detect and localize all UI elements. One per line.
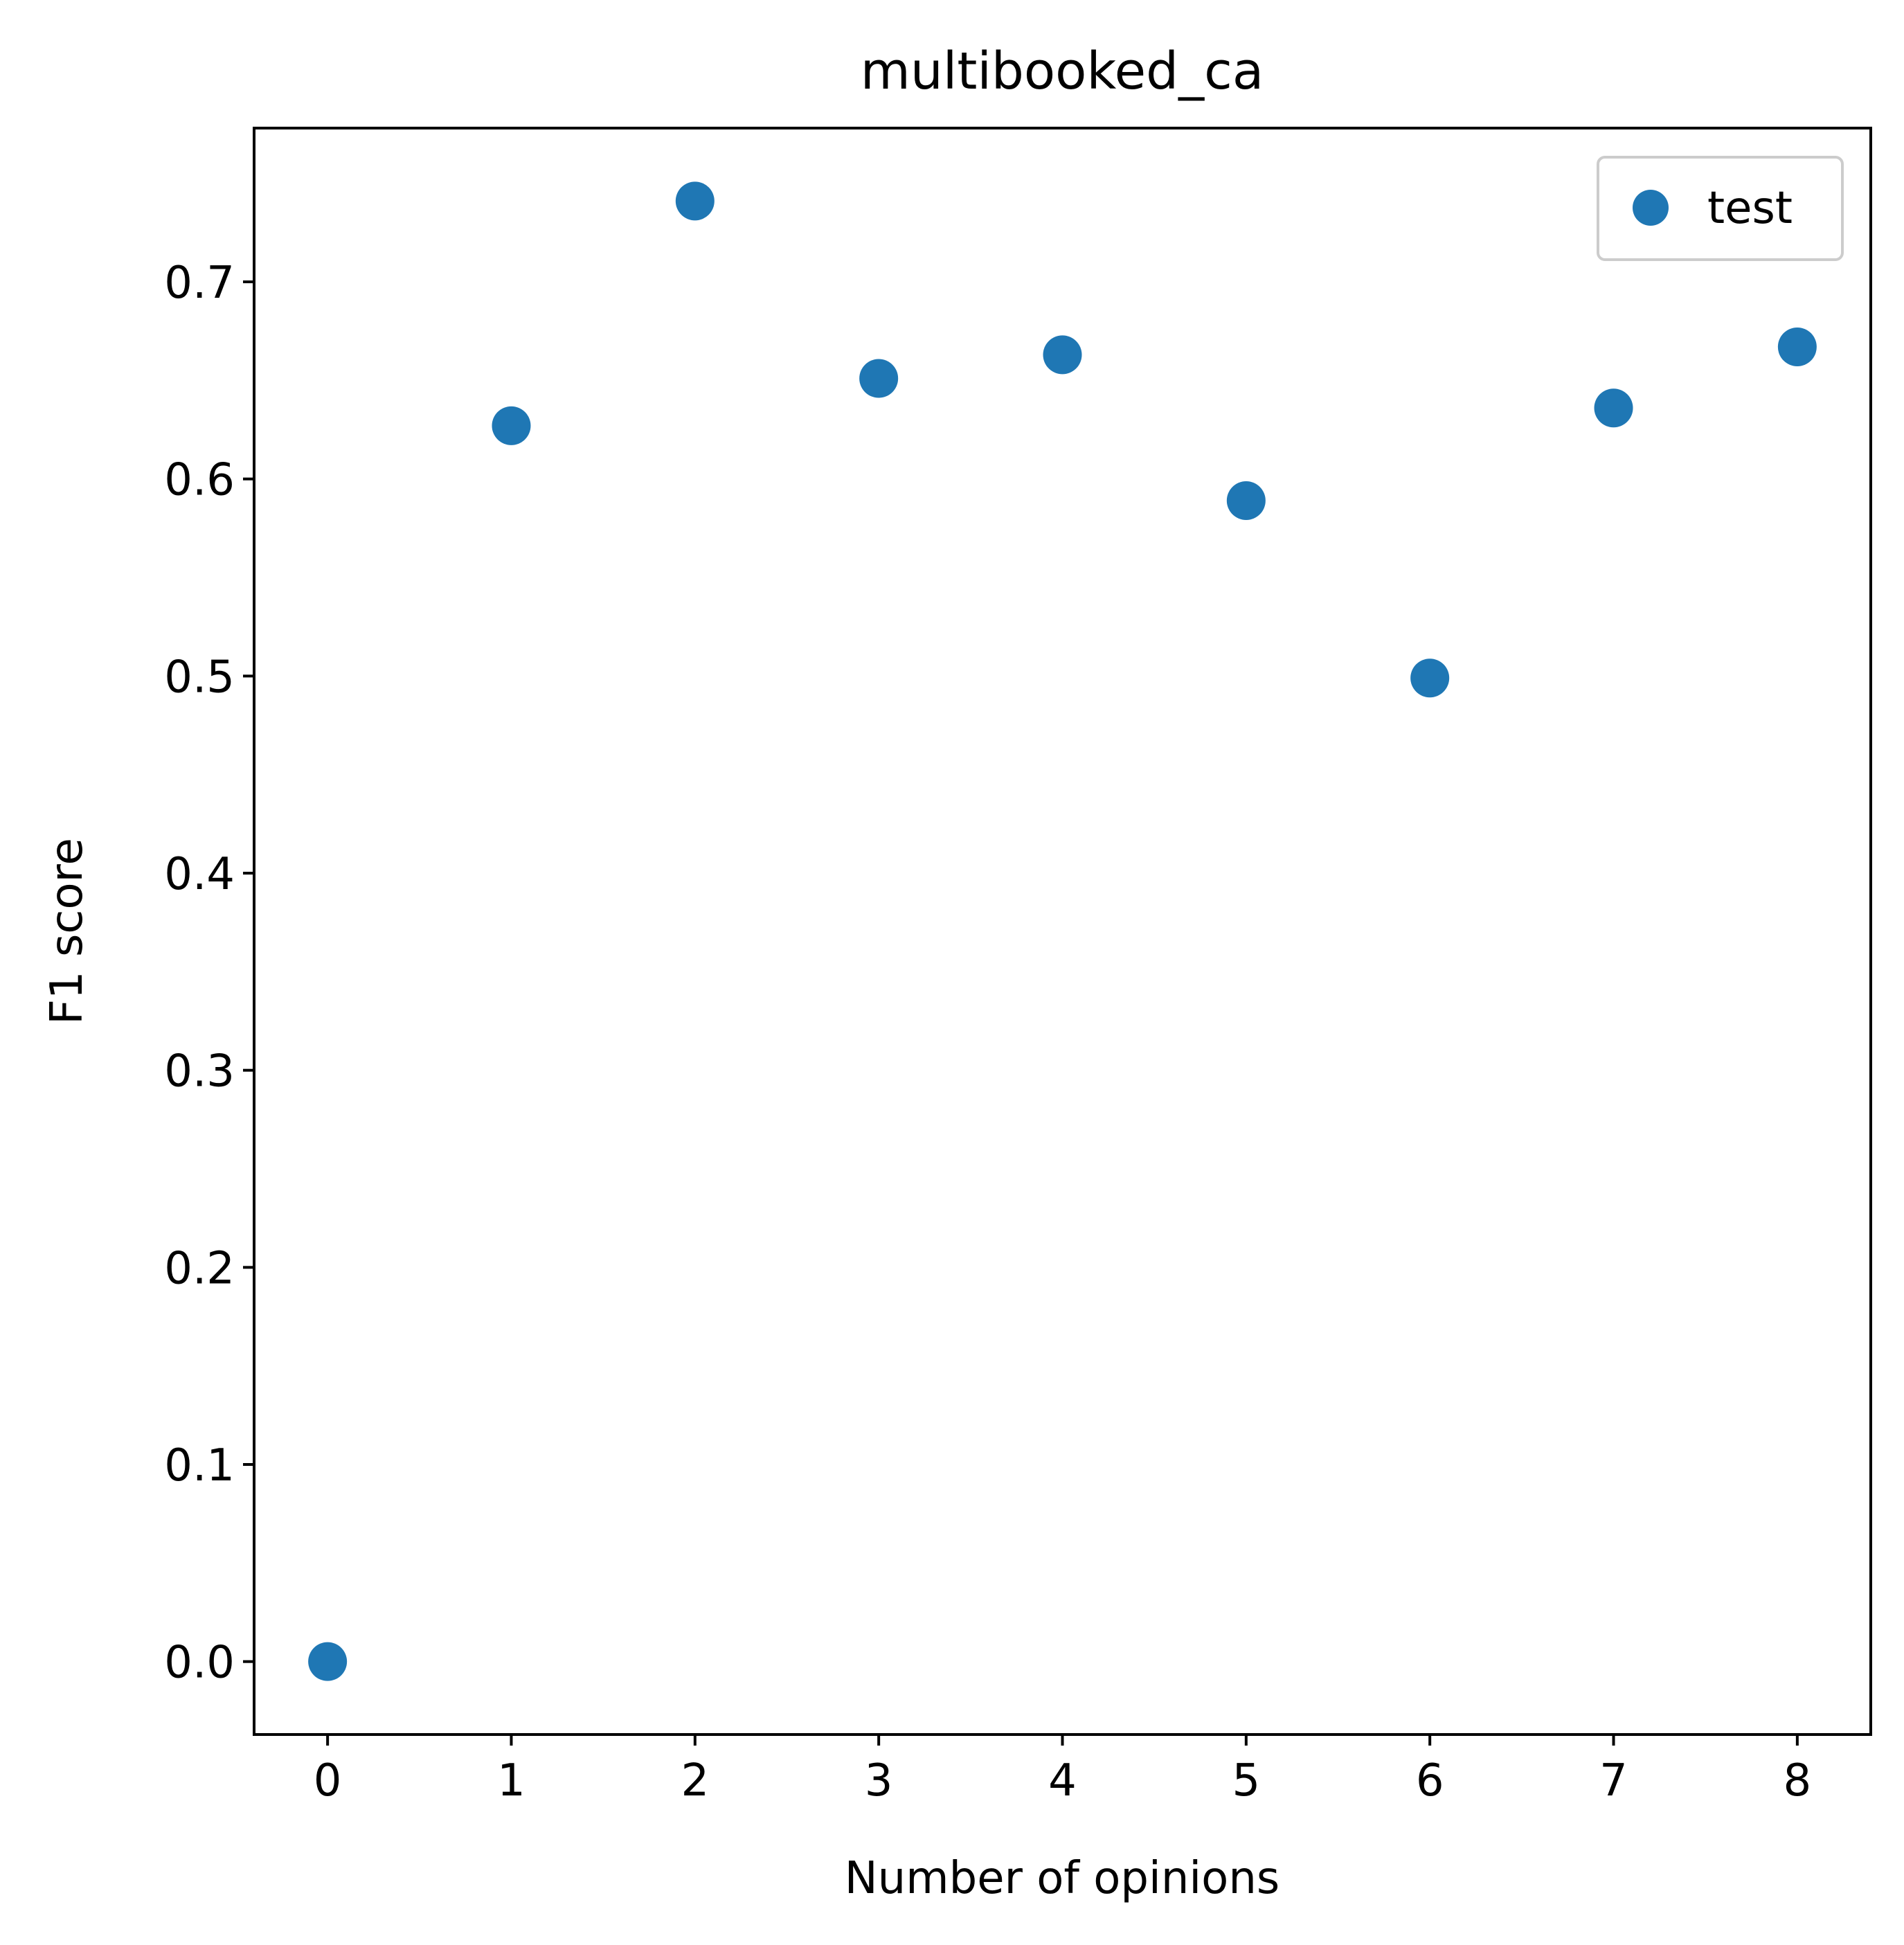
- data-point: [1043, 335, 1082, 375]
- legend-box: [1597, 156, 1844, 261]
- data-point: [308, 1642, 348, 1681]
- y-tick-label: 0.0: [164, 1638, 235, 1689]
- x-tick-label: 5: [1232, 1755, 1260, 1807]
- x-tick-label: 3: [865, 1755, 893, 1807]
- x-tick-label: 7: [1599, 1755, 1628, 1807]
- y-tick-label: 0.1: [164, 1440, 235, 1491]
- x-axis: 0 1 2 3 4 5 6 7 8: [314, 1735, 1811, 1807]
- y-axis: 0.0 0.1 0.2 0.3 0.4 0.5 0.6 0.7: [164, 258, 254, 1689]
- y-tick-label: 0.3: [164, 1046, 235, 1097]
- legend-marker: [1633, 190, 1669, 226]
- y-tick-label: 0.6: [164, 455, 235, 506]
- y-axis-label: F1 score: [42, 838, 93, 1025]
- data-point: [1226, 481, 1266, 521]
- legend-label: test: [1707, 183, 1793, 234]
- y-tick-label: 0.5: [164, 652, 235, 703]
- data-point: [1594, 388, 1633, 428]
- x-tick-label: 4: [1048, 1755, 1077, 1807]
- data-point: [1410, 658, 1450, 698]
- x-tick-label: 1: [497, 1755, 526, 1807]
- chart-title: multibooked_ca: [861, 42, 1264, 101]
- x-axis-label: Number of opinions: [845, 1853, 1279, 1904]
- x-tick-label: 0: [314, 1755, 342, 1807]
- y-tick-label: 0.4: [164, 849, 235, 900]
- plot-area: [308, 181, 1817, 1681]
- y-tick-label: 0.2: [164, 1243, 235, 1294]
- data-point: [675, 181, 715, 221]
- data-point: [492, 406, 531, 445]
- x-tick-label: 6: [1416, 1755, 1444, 1807]
- y-tick-label: 0.7: [164, 258, 235, 309]
- data-point: [1777, 327, 1817, 366]
- x-tick-label: 2: [681, 1755, 709, 1807]
- legend: test: [1597, 156, 1844, 261]
- x-tick-label: 8: [1784, 1755, 1812, 1807]
- data-point: [859, 359, 899, 398]
